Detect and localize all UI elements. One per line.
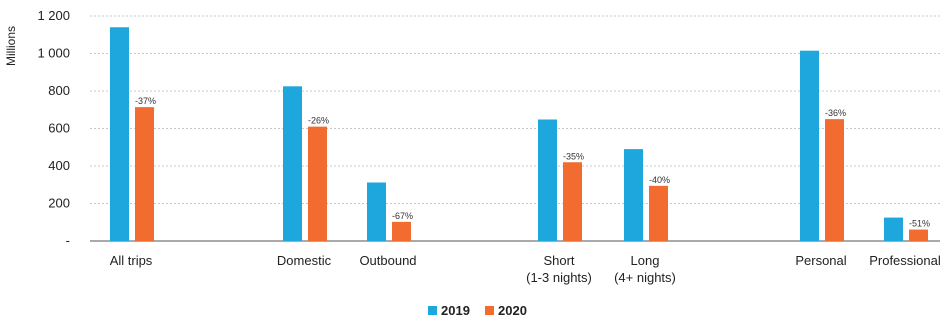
bar-2020 bbox=[909, 229, 928, 241]
y-tick-label: 200 bbox=[48, 196, 70, 211]
bar-2020 bbox=[825, 119, 844, 241]
legend-label: 2020 bbox=[498, 303, 527, 318]
change-label: -37% bbox=[135, 96, 156, 106]
legend: 2019 2020 bbox=[428, 303, 527, 318]
bar-2019 bbox=[367, 182, 386, 241]
bar-2020 bbox=[308, 126, 327, 241]
y-tick-label: 1 000 bbox=[37, 46, 70, 61]
y-tick-label: 1 200 bbox=[37, 8, 70, 23]
y-axis: - 200 400 600 800 1 000 1 200 bbox=[37, 8, 70, 248]
category-label: Professional bbox=[869, 253, 941, 268]
legend-swatch bbox=[428, 306, 437, 315]
legend-swatch bbox=[485, 306, 494, 315]
gridlines bbox=[90, 15, 940, 242]
category-label: (4+ nights) bbox=[614, 270, 676, 285]
change-label: -51% bbox=[909, 219, 930, 229]
category-label: Personal bbox=[795, 253, 846, 268]
y-tick-label: - bbox=[66, 233, 70, 248]
bar-2019 bbox=[624, 149, 643, 241]
category-label: (1-3 nights) bbox=[526, 270, 592, 285]
data-labels: -37% -26% -67% -35% -40% -36% -51% bbox=[135, 96, 930, 228]
bar-2019 bbox=[884, 217, 903, 241]
change-label: -35% bbox=[563, 151, 584, 161]
bar-2019 bbox=[283, 86, 302, 241]
y-axis-title: Millions bbox=[4, 26, 18, 66]
bar-2019 bbox=[110, 27, 129, 241]
bar-2020 bbox=[563, 162, 582, 241]
bar-2019 bbox=[800, 50, 819, 241]
category-label: Outbound bbox=[359, 253, 416, 268]
change-label: -26% bbox=[308, 116, 329, 126]
change-label: -67% bbox=[392, 211, 413, 221]
change-label: -40% bbox=[649, 175, 670, 185]
y-tick-label: 400 bbox=[48, 158, 70, 173]
y-tick-label: 600 bbox=[48, 121, 70, 136]
bar-2020 bbox=[392, 221, 411, 241]
bar-2019 bbox=[538, 119, 557, 241]
y-tick-label: 800 bbox=[48, 83, 70, 98]
category-label: Domestic bbox=[277, 253, 332, 268]
bars bbox=[110, 27, 928, 241]
category-label: Long bbox=[631, 253, 660, 268]
bar-2020 bbox=[135, 107, 154, 241]
change-label: -36% bbox=[825, 108, 846, 118]
bar-2020 bbox=[649, 185, 668, 241]
x-axis-labels: All trips Domestic Outbound Short (1-3 night… bbox=[110, 253, 941, 285]
category-label: Short bbox=[543, 253, 574, 268]
legend-label: 2019 bbox=[441, 303, 470, 318]
category-label: All trips bbox=[110, 253, 153, 268]
